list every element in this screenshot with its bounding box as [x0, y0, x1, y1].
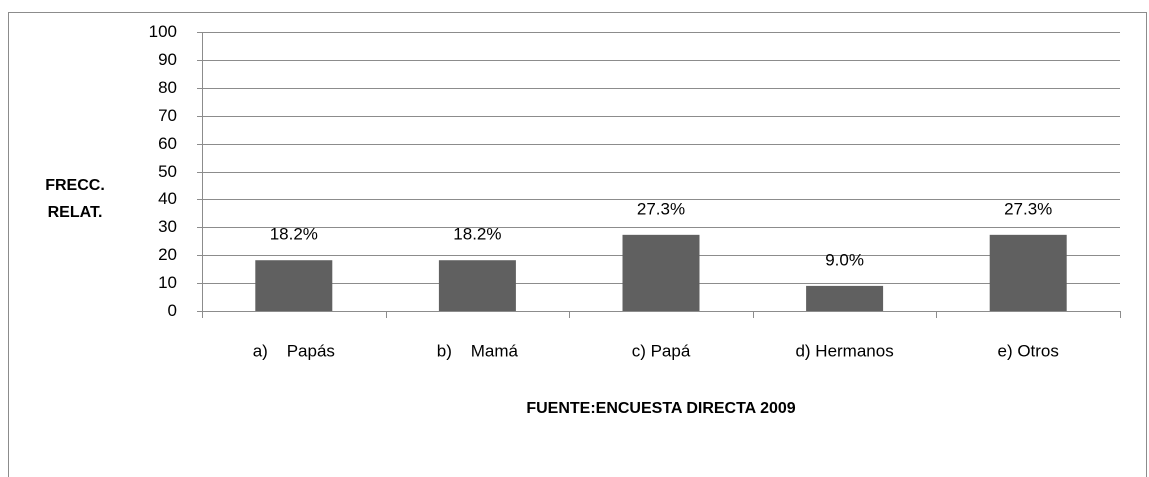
y-axis-label: RELAT.: [48, 204, 103, 221]
bar: [806, 285, 884, 311]
y-tick-label: 70: [158, 106, 177, 125]
chart-frame: [8, 12, 1147, 477]
y-tick-label: 80: [158, 78, 177, 97]
x-tick-label: a) Papás: [253, 341, 335, 360]
bar: [255, 260, 333, 311]
y-axis-label: FRECC.: [45, 177, 105, 194]
y-tick-label: 0: [168, 301, 177, 320]
y-tick-label: 30: [158, 217, 177, 236]
data-label: 9.0%: [825, 250, 864, 269]
bar: [989, 234, 1067, 311]
y-tick-label: 90: [158, 50, 177, 69]
x-tick-label: d) Hermanos: [795, 341, 893, 360]
bar: [622, 234, 700, 311]
x-tick-label: e) Otros: [997, 341, 1058, 360]
y-tick-label: 20: [158, 245, 177, 264]
y-tick-label: 60: [158, 134, 177, 153]
bar: [438, 260, 516, 311]
y-tick-label: 40: [158, 189, 177, 208]
x-axis-label: FUENTE:ENCUESTA DIRECTA 2009: [526, 400, 795, 417]
y-tick-label: 50: [158, 162, 177, 181]
y-tick-label: 100: [149, 22, 177, 41]
data-label: 18.2%: [270, 225, 318, 244]
x-tick-label: b) Mamá: [437, 341, 519, 360]
data-label: 27.3%: [1004, 199, 1052, 218]
y-tick-label: 10: [158, 273, 177, 292]
data-label: 27.3%: [637, 199, 685, 218]
data-label: 18.2%: [453, 225, 501, 244]
x-tick-label: c) Papá: [632, 341, 691, 360]
